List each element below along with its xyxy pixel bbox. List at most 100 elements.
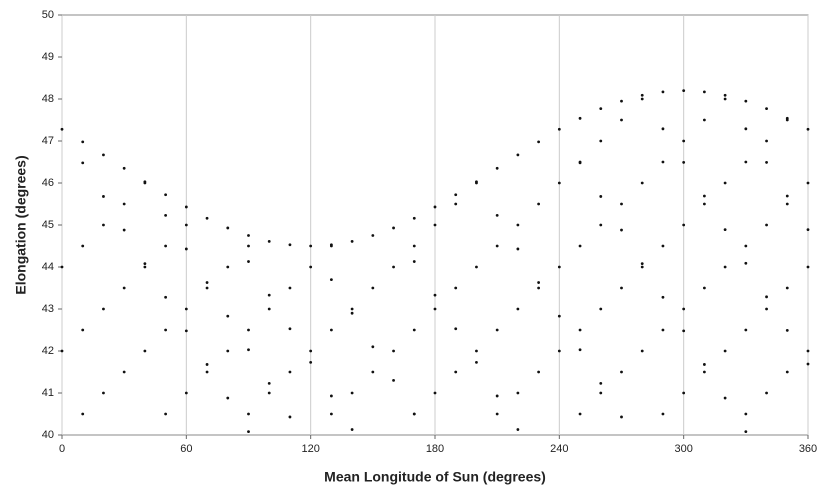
point bbox=[557, 349, 561, 353]
point bbox=[806, 127, 810, 131]
point bbox=[682, 89, 686, 92]
point bbox=[578, 116, 582, 120]
y-tick-label: 42 bbox=[42, 345, 54, 357]
point bbox=[557, 265, 561, 269]
point bbox=[661, 90, 665, 94]
point bbox=[682, 223, 686, 227]
point bbox=[744, 160, 748, 164]
point bbox=[412, 260, 416, 263]
point bbox=[682, 307, 686, 311]
point bbox=[682, 139, 686, 143]
point bbox=[329, 278, 333, 281]
x-tick-label: 240 bbox=[550, 443, 568, 455]
point bbox=[122, 166, 126, 170]
point bbox=[785, 118, 789, 122]
y-tick-label: 43 bbox=[42, 303, 54, 315]
point bbox=[599, 107, 603, 111]
point bbox=[267, 391, 271, 395]
point bbox=[122, 286, 126, 290]
point bbox=[516, 247, 520, 251]
point bbox=[785, 370, 789, 374]
point bbox=[661, 244, 665, 248]
point bbox=[661, 295, 665, 299]
point bbox=[433, 223, 437, 227]
point bbox=[81, 328, 85, 332]
point bbox=[765, 107, 768, 111]
y-tick-label: 50 bbox=[42, 9, 54, 21]
point bbox=[350, 311, 354, 315]
point bbox=[516, 307, 520, 311]
point bbox=[454, 193, 458, 197]
point bbox=[620, 228, 623, 232]
point bbox=[661, 328, 665, 332]
point bbox=[557, 181, 561, 185]
x-tick-label: 60 bbox=[180, 443, 192, 455]
point bbox=[640, 265, 644, 269]
point bbox=[785, 202, 789, 206]
point bbox=[806, 265, 810, 269]
point bbox=[599, 139, 603, 143]
point bbox=[309, 349, 313, 353]
point bbox=[806, 228, 810, 232]
point bbox=[744, 412, 748, 416]
point bbox=[702, 194, 706, 198]
point bbox=[537, 281, 541, 284]
point bbox=[495, 328, 499, 332]
point bbox=[516, 223, 520, 227]
point bbox=[184, 223, 188, 227]
point bbox=[412, 328, 416, 332]
point bbox=[247, 430, 250, 434]
point bbox=[412, 244, 416, 248]
point bbox=[765, 307, 768, 311]
point bbox=[765, 139, 768, 143]
point bbox=[682, 161, 686, 164]
point bbox=[475, 181, 478, 185]
point bbox=[620, 202, 623, 206]
point bbox=[102, 307, 105, 311]
point bbox=[537, 140, 541, 144]
point bbox=[702, 202, 706, 206]
x-tick-label: 180 bbox=[426, 443, 444, 455]
point bbox=[454, 370, 458, 374]
point bbox=[454, 202, 458, 206]
point bbox=[247, 412, 250, 416]
x-axis-label: Mean Longitude of Sun (degrees) bbox=[324, 469, 546, 485]
point bbox=[516, 428, 520, 431]
point bbox=[247, 260, 250, 263]
point bbox=[226, 349, 230, 353]
y-tick-label: 41 bbox=[42, 387, 54, 399]
point bbox=[102, 195, 105, 198]
point bbox=[350, 391, 354, 395]
point bbox=[620, 415, 623, 419]
point bbox=[537, 202, 541, 206]
point bbox=[288, 327, 292, 331]
point bbox=[247, 234, 250, 237]
point bbox=[309, 360, 313, 364]
point bbox=[475, 360, 478, 364]
point bbox=[640, 93, 644, 97]
point bbox=[164, 213, 168, 217]
point bbox=[765, 391, 768, 395]
point bbox=[164, 244, 168, 248]
point bbox=[599, 307, 603, 311]
point bbox=[412, 216, 416, 220]
point bbox=[392, 265, 395, 269]
point bbox=[806, 349, 810, 353]
point bbox=[744, 430, 748, 434]
point bbox=[184, 329, 188, 333]
point bbox=[392, 379, 395, 382]
point bbox=[744, 261, 748, 265]
point bbox=[164, 193, 168, 197]
point bbox=[620, 286, 623, 290]
point bbox=[475, 349, 478, 353]
point bbox=[495, 166, 499, 170]
y-tick-label: 47 bbox=[42, 135, 54, 147]
point bbox=[433, 307, 437, 311]
point bbox=[267, 381, 271, 385]
point bbox=[661, 127, 665, 131]
point bbox=[599, 223, 603, 227]
point bbox=[433, 391, 437, 395]
point bbox=[765, 223, 768, 227]
x-tick-label: 300 bbox=[674, 443, 692, 455]
